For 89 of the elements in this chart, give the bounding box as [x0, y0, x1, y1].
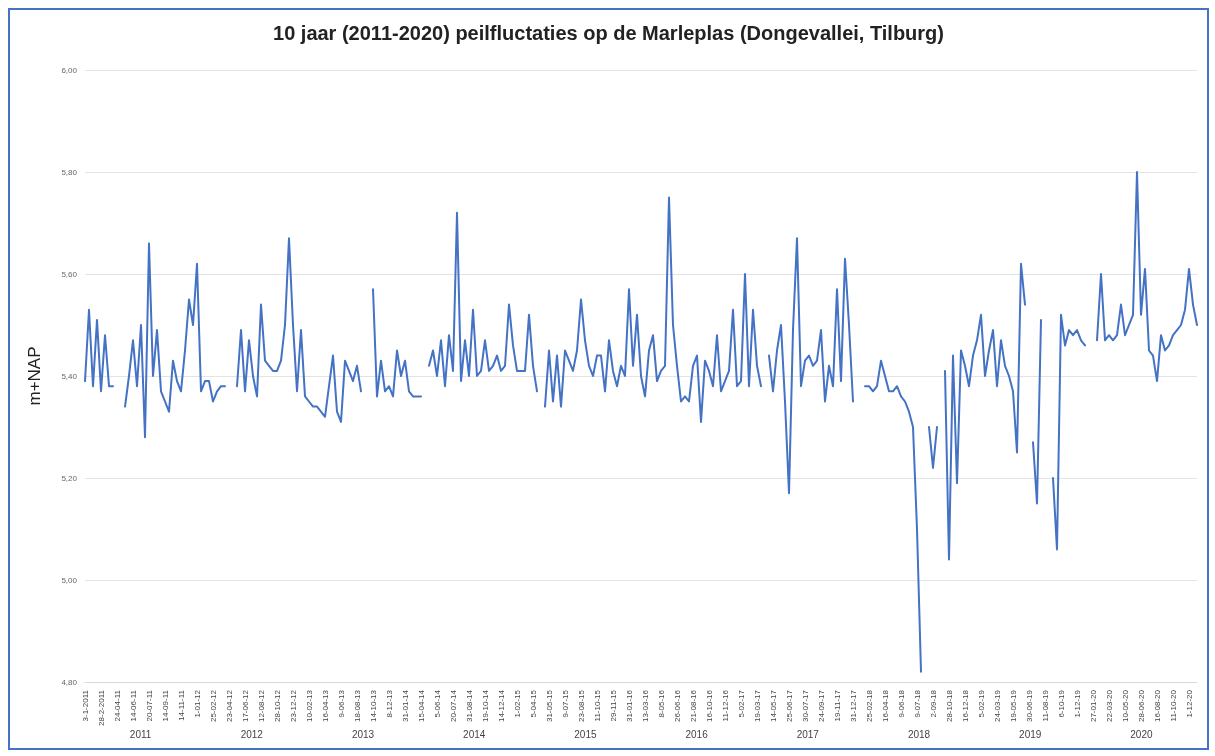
x-tick-label: 9-07-18 [912, 689, 922, 718]
x-tick-label: 5-06-14 [432, 689, 442, 718]
x-tick-label: 14-12-14 [496, 689, 506, 723]
x-tick-label: 19-05-19 [1008, 689, 1018, 723]
x-tick-label: 2-09-18 [928, 689, 938, 718]
x-tick-label: 20-07-14 [448, 689, 458, 723]
x-tick-label: 13-03-16 [640, 689, 650, 723]
x-tick-label: 5-04-15 [528, 689, 538, 718]
x-tick-label: 19-10-14 [480, 689, 490, 723]
x-tick-label: 18-08-13 [352, 689, 362, 723]
text: 2013 [351, 728, 375, 740]
text: 2014 [463, 728, 486, 740]
x-tick-label: 31-05-15 [544, 689, 554, 723]
x-tick-label: 24-03-19 [992, 689, 1002, 723]
text: 2019 [1019, 728, 1042, 740]
x-tick-label: 27-01-20 [1088, 689, 1098, 723]
x-tick-label: 11-12-16 [720, 689, 730, 722]
y-tick-label: 4,80 [61, 677, 78, 687]
x-tick-label: 6-10-19 [1056, 689, 1066, 718]
x-tick-label: 11-10-15 [592, 689, 602, 722]
y-tick-label: 5,20 [61, 473, 78, 483]
x-tick-label: 20-07-11 [144, 689, 154, 722]
x-tick-label: 28-10-12 [272, 689, 282, 723]
x-tick-label: 23-04-12 [224, 689, 234, 723]
y-tick-label: 5,40 [61, 371, 78, 381]
x-tick-label: 3-1-2011 [80, 689, 90, 722]
x-tick-label: 5-02-19 [976, 689, 986, 718]
x-tick-label: 9-07-15 [560, 689, 570, 718]
x-tick-label: 24-04-11 [112, 689, 122, 722]
x-tick-label: 15-04-14 [416, 689, 426, 723]
x-tick-label: 28-10-18 [944, 689, 954, 723]
x-tick-label: 8-05-16 [656, 689, 666, 718]
text: 2015 [574, 728, 597, 740]
x-tick-label: 19-03-17 [752, 689, 762, 723]
chart-title: 10 jaar (2011-2020) peilfluctaties op de Marleplas (Dongevallei, Tilburg) [273, 22, 944, 44]
x-tick-label: 5-02-17 [736, 689, 746, 718]
x-tick-label: 11-10-20 [1168, 689, 1178, 722]
x-tick-label: 1-12-20 [1184, 689, 1194, 718]
x-tick-label: 30-07-17 [800, 689, 810, 723]
x-tick-label: 1-02-15 [512, 689, 522, 718]
x-tick-label: 16-08-20 [1152, 689, 1162, 723]
x-tick-label: 16-10-16 [704, 689, 714, 723]
text: 2018 [907, 728, 931, 740]
x-tick-label: 23-08-15 [576, 689, 586, 723]
x-tick-label: 30-06-19 [1024, 689, 1034, 723]
x-tick-label: 10-05-20 [1120, 689, 1130, 723]
x-tick-label: 9-06-18 [896, 689, 906, 718]
x-tick-label: 31-08-14 [464, 689, 474, 723]
x-tick-label: 24-09-17 [816, 689, 826, 723]
x-tick-label: 25-02-12 [208, 689, 218, 723]
x-tick-label: 26-06-16 [672, 689, 682, 723]
x-tick-label: 16-04-13 [320, 689, 330, 723]
x-tick-label: 1-01-12 [192, 689, 202, 718]
x-tick-label: 22-03-20 [1104, 689, 1114, 723]
y-tick-label: 6,00 [61, 65, 78, 75]
y-tick-label: 5,60 [61, 269, 78, 279]
text: 2017 [796, 728, 820, 740]
y-axis-title: m+NAP [25, 346, 44, 406]
x-tick-label: 16-12-18 [960, 689, 970, 723]
x-tick-label: 1-12-19 [1072, 689, 1082, 718]
x-tick-label: 23-12-12 [288, 689, 298, 723]
x-tick-label: 10-02-13 [304, 689, 314, 723]
x-tick-label: 16-04-18 [880, 689, 890, 723]
x-tick-label: 11-08-19 [1040, 689, 1050, 722]
x-tick-label: 29-11-15 [608, 689, 618, 722]
x-tick-label: 9-06-13 [336, 689, 346, 718]
y-tick-label: 5,00 [61, 575, 78, 585]
x-tick-label: 14-05-17 [768, 689, 778, 723]
text: 2012 [240, 728, 264, 740]
x-tick-label: 31-01-16 [624, 689, 634, 723]
text: 2011 [129, 728, 152, 740]
x-tick-label: 14-09-11 [160, 689, 170, 722]
x-tick-label: 8-12-13 [384, 689, 394, 718]
x-tick-label: 14-10-13 [368, 689, 378, 723]
x-tick-label: 28-2-2011 [96, 689, 106, 726]
y-tick-label: 5,80 [61, 167, 78, 177]
x-tick-label: 21-08-16 [688, 689, 698, 723]
text: 2016 [685, 728, 709, 740]
x-tick-label: 25-02-18 [864, 689, 874, 723]
x-tick-label: 17-06-12 [240, 689, 250, 723]
x-tick-label: 31-01-14 [400, 689, 410, 723]
x-tick-label: 19-11-17 [832, 689, 842, 722]
x-tick-label: 14-06-11 [128, 689, 138, 722]
x-tick-label: 28-06-20 [1136, 689, 1146, 723]
x-tick-label: 12-08-12 [256, 689, 266, 723]
x-tick-label: 25-06-17 [784, 689, 794, 723]
text: 2020 [1130, 728, 1153, 740]
x-tick-label: 31-12-17 [848, 689, 858, 723]
x-tick-label: 14-11-11 [176, 689, 186, 721]
